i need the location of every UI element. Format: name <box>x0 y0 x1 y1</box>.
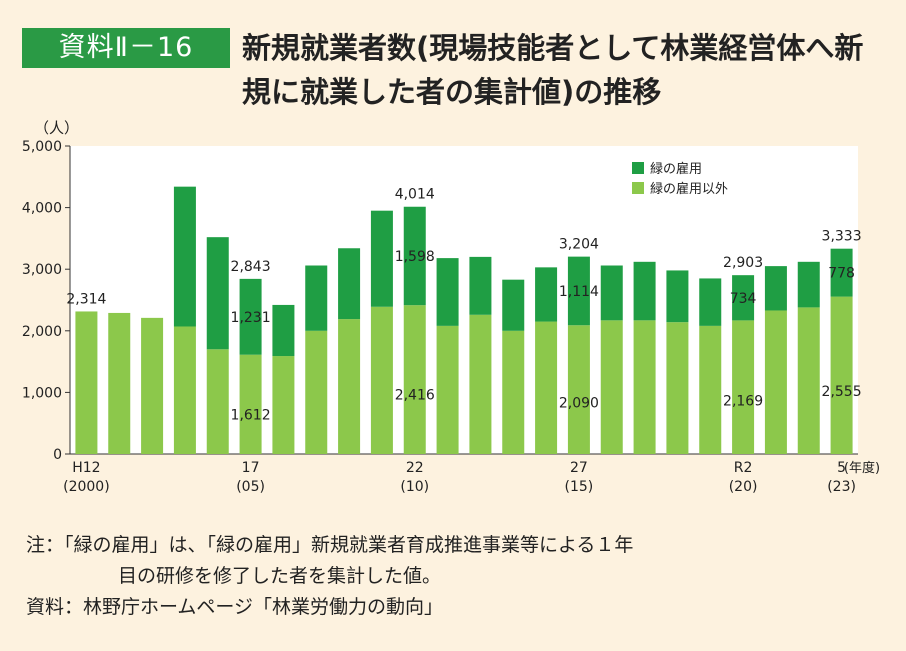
bar-segment-midori <box>797 261 820 308</box>
legend-label-midori: 緑の雇用 <box>650 161 702 177</box>
bar-segment-other <box>567 325 590 454</box>
x-tick-sublabel: (2000) <box>63 479 110 495</box>
y-tick-label: 3,000 <box>22 262 62 278</box>
note-line-2: 目の研修を修了した者を集計した値。 <box>118 565 442 587</box>
x-tick-sublabel: (05) <box>236 479 265 495</box>
x-tick-sublabel: (15) <box>565 479 594 495</box>
bar-segment-midori <box>173 186 196 327</box>
data-label-other: 2,416 <box>395 387 435 403</box>
x-tick-label: 27 <box>570 460 588 476</box>
legend-label-other: 緑の雇用以外 <box>650 181 728 197</box>
bar-segment-midori <box>732 275 755 321</box>
x-tick-label: 22 <box>406 460 424 476</box>
data-label-midori: 734 <box>730 291 757 307</box>
bar-segment-other <box>502 330 525 454</box>
note-line-1: 注：「緑の雇用」は、「緑の雇用」新規就業者育成推進事業等による１年 <box>26 534 634 556</box>
bar-segment-midori <box>830 248 853 297</box>
data-label-other: 2,169 <box>723 394 763 410</box>
bar-segment-midori <box>633 261 656 321</box>
bar-segment-midori <box>305 265 328 331</box>
bar-segment-other <box>469 314 492 454</box>
bar-segment-other <box>173 326 196 454</box>
x-tick-label: 17 <box>242 460 260 476</box>
bar-segment-midori <box>666 270 689 323</box>
bar-segment-midori <box>764 266 787 311</box>
x-tick-sublabel: (23) <box>827 479 856 495</box>
bar-segment-midori <box>338 248 361 320</box>
bar-segment-other <box>764 310 787 454</box>
bar-segment-other <box>830 296 853 454</box>
bar-segment-midori <box>370 210 393 307</box>
y-tick-label: 1,000 <box>22 385 62 401</box>
legend-swatch-other <box>632 182 644 194</box>
y-axis-unit: （人） <box>34 119 80 137</box>
bar-segment-midori <box>239 278 262 355</box>
bar-segment-other <box>797 307 820 454</box>
bar-segment-other <box>666 322 689 454</box>
bar-segment-midori <box>272 304 295 357</box>
bar-segment-other <box>436 325 459 454</box>
data-label-total: 2,903 <box>723 255 763 271</box>
bar-segment-midori <box>699 278 722 326</box>
bar-segment-midori <box>436 258 459 326</box>
data-label-midori: 1,231 <box>231 310 271 326</box>
bar-segment-other <box>403 305 426 454</box>
bar-segment-other <box>108 312 131 454</box>
plot-area <box>70 146 858 454</box>
legend-swatch-midori <box>632 162 644 174</box>
bar-segment-other <box>370 306 393 454</box>
x-tick-label: R2 <box>734 460 753 476</box>
bar-segment-other <box>206 349 229 454</box>
x-tick-sublabel: (20) <box>729 479 758 495</box>
notes-block: 注：「緑の雇用」は、「緑の雇用」新規就業者育成推進事業等による１年 目の研修を修… <box>26 530 896 623</box>
source-line: 資料：林野庁ホームページ「林業労働力の動向」 <box>26 596 444 618</box>
bar-segment-other <box>239 354 262 454</box>
data-label-total: 4,014 <box>395 187 435 203</box>
bar-segment-midori <box>502 279 525 331</box>
bar-segment-other <box>338 319 361 454</box>
x-tick-label: 5 <box>837 460 846 476</box>
data-label-total: 2,314 <box>66 291 106 307</box>
data-label-total: 2,843 <box>231 259 271 275</box>
data-label-midori: 778 <box>828 266 855 282</box>
bar-segment-other <box>600 320 623 454</box>
bar-segment-other <box>699 325 722 454</box>
data-label-other: 2,555 <box>822 384 862 400</box>
x-tick-sublabel: (10) <box>400 479 429 495</box>
y-tick-label: 5,000 <box>22 139 62 155</box>
x-axis-unit: (年度) <box>844 460 880 476</box>
bar-segment-midori <box>206 237 229 350</box>
chart-title: 新規就業者数(現場技能者として林業経営体へ新規に就業した者の集計値)の推移 <box>242 31 864 109</box>
x-tick-label: H12 <box>72 460 100 476</box>
figure-number-badge: 資料Ⅱ－16 <box>22 28 230 68</box>
y-tick-label: 0 <box>53 447 62 463</box>
bar-segment-other <box>305 330 328 454</box>
data-label-total: 3,333 <box>822 229 862 245</box>
bar-segment-other <box>141 317 164 454</box>
bar-segment-midori <box>403 206 426 306</box>
bar-segment-midori <box>600 265 623 321</box>
bar-segment-midori <box>567 256 590 326</box>
data-label-other: 2,090 <box>559 396 599 412</box>
data-label-other: 1,612 <box>231 407 271 423</box>
bar-segment-other <box>535 321 558 454</box>
bar-segment-midori <box>469 256 492 315</box>
stacked-bar-chart: 0 1,000 2,000 3,000 4,000 5,000 2,314 2,843 1,23… <box>22 139 880 495</box>
data-label-midori: 1,598 <box>395 249 435 265</box>
data-label-midori: 1,114 <box>559 284 599 300</box>
y-tick-label: 2,000 <box>22 324 62 340</box>
bar-segment-other <box>272 356 295 454</box>
bar-segment-other <box>732 320 755 454</box>
bar-segment-other <box>633 320 656 454</box>
bar-segment-other <box>75 311 98 454</box>
bar-segment-midori <box>535 267 558 322</box>
data-label-total: 3,204 <box>559 237 599 253</box>
y-tick-label: 4,000 <box>22 201 62 217</box>
